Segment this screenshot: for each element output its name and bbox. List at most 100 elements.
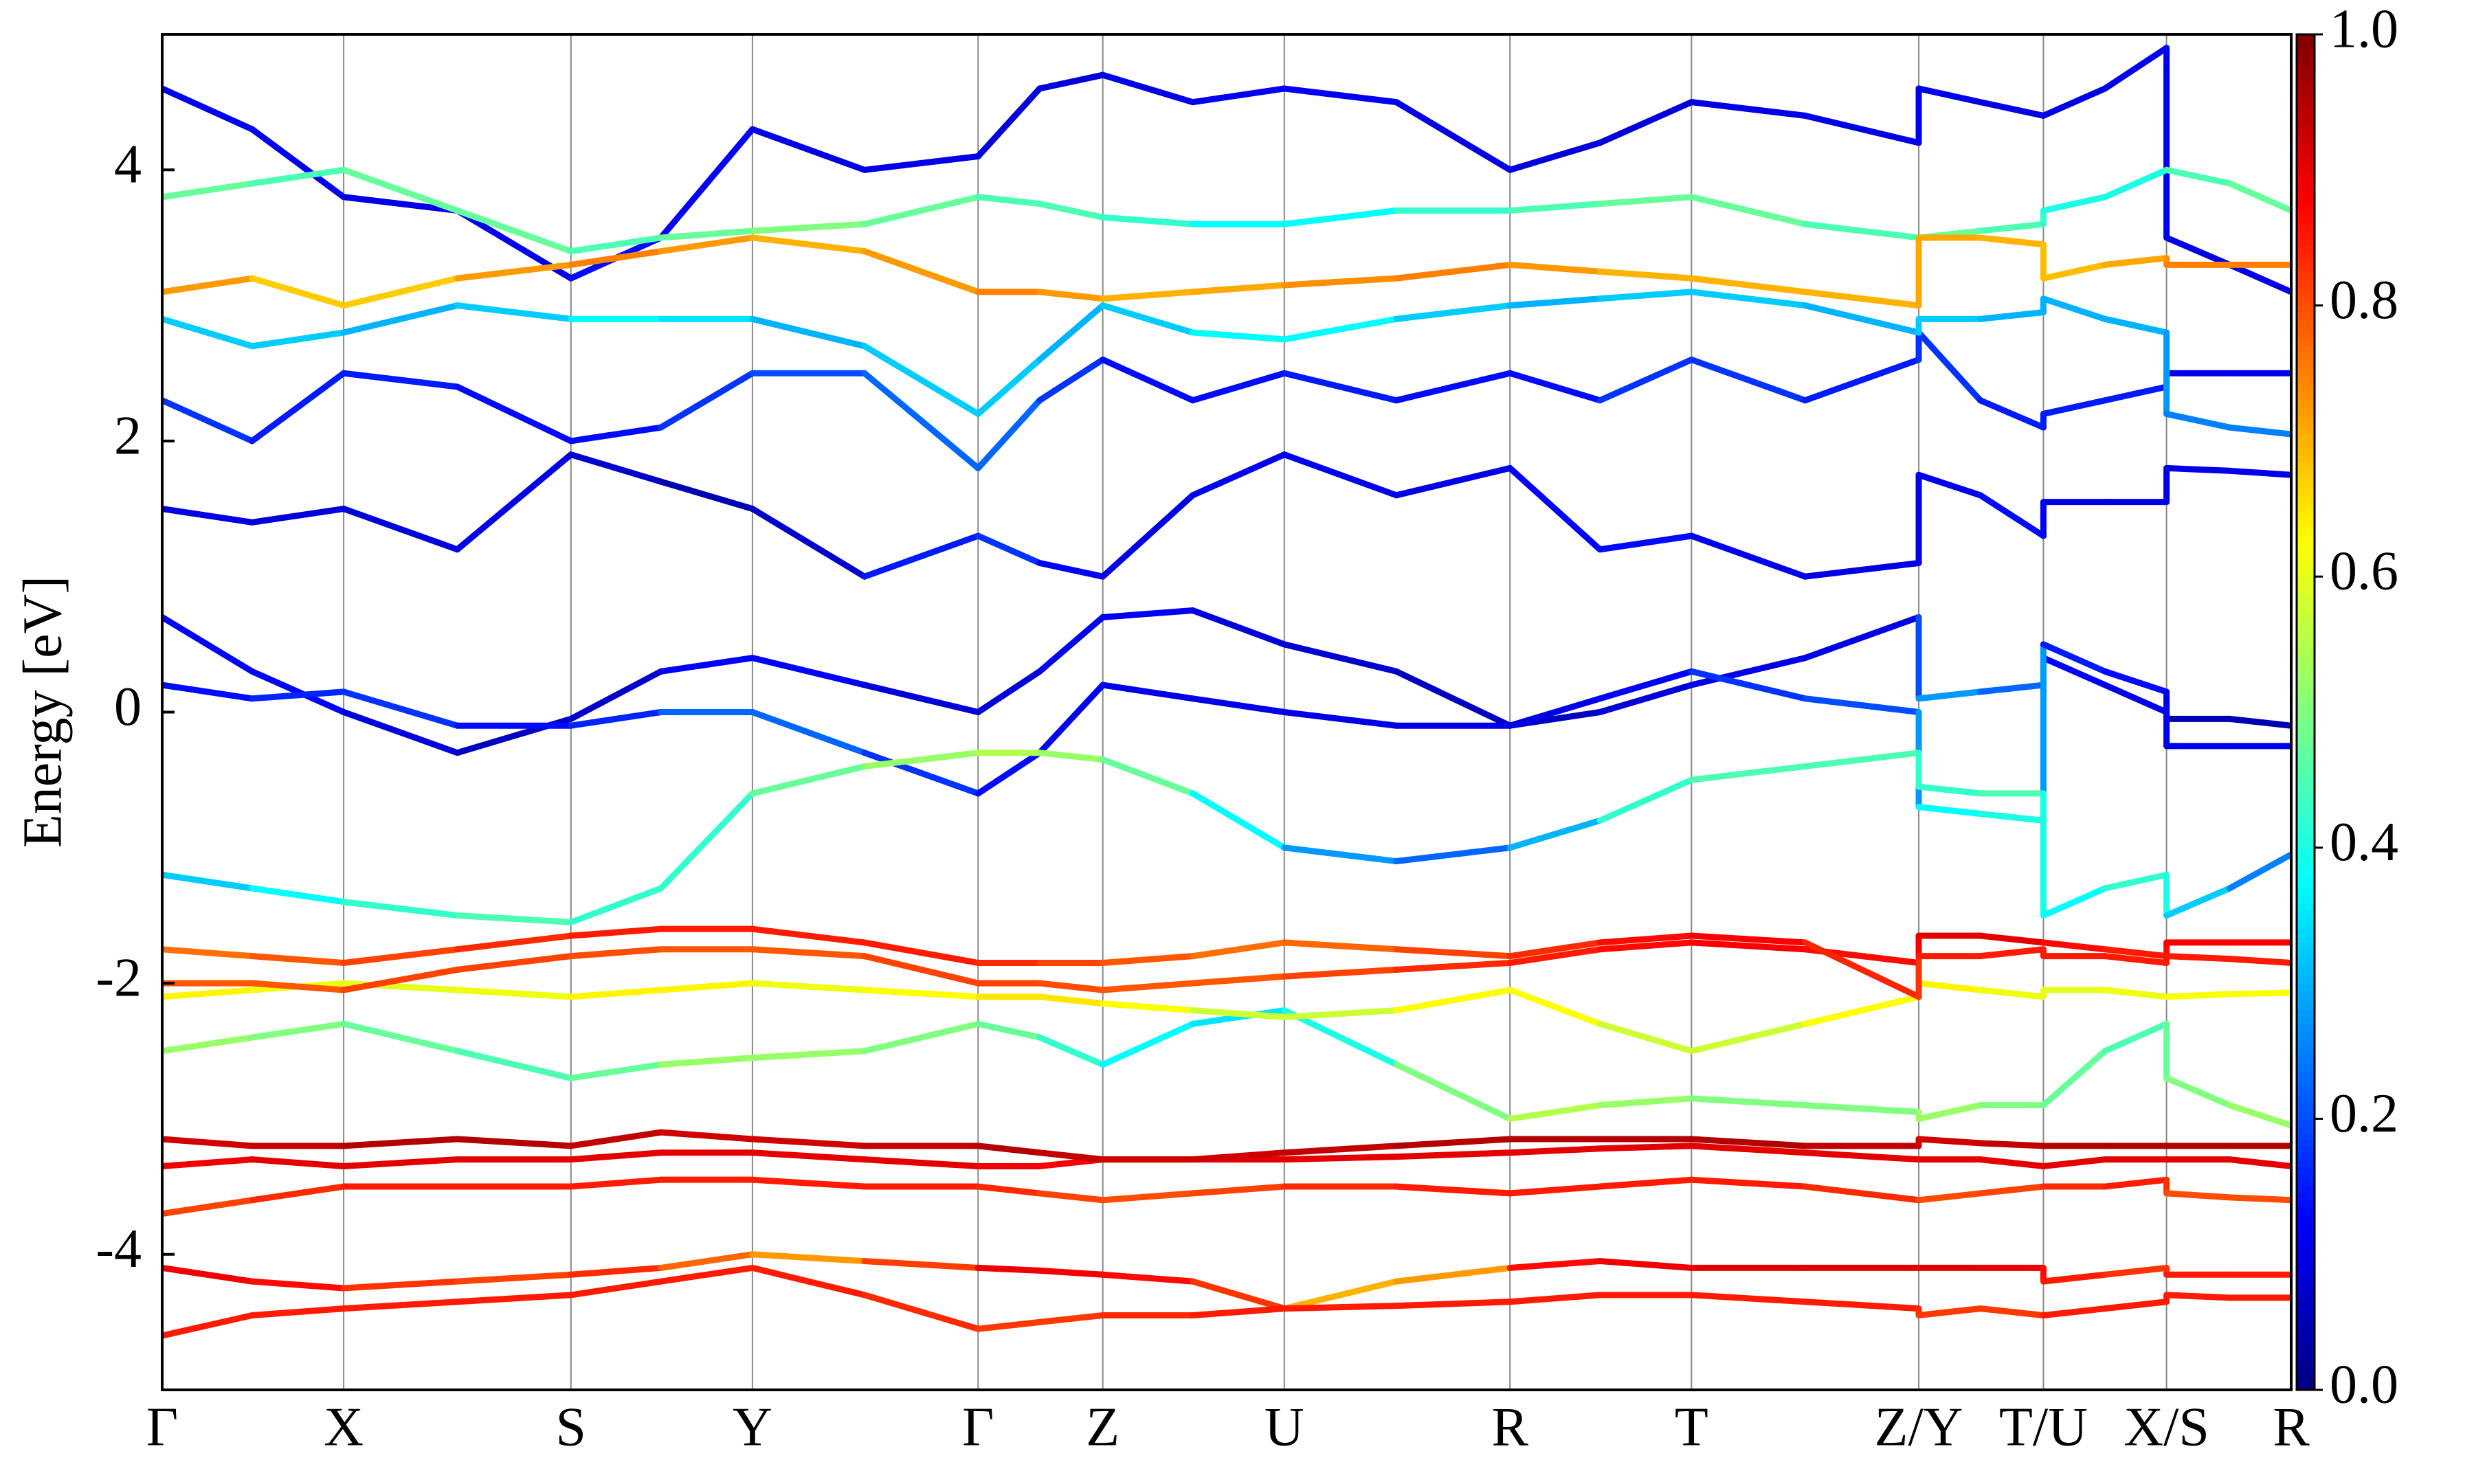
- colorbar-swatch: [2297, 163, 2315, 171]
- band-segment: [568, 668, 665, 722]
- band-segment: [1596, 1143, 1695, 1152]
- band-segment: [1036, 614, 1106, 675]
- colorbar-swatch: [2297, 610, 2315, 618]
- colorbar-swatch: [2297, 766, 2315, 774]
- band-segment: [162, 871, 256, 892]
- band-segment: [2102, 45, 2170, 92]
- y-tick-label: 0: [114, 677, 142, 737]
- colorbar-swatch: [2297, 440, 2315, 449]
- colorbar-swatch: [2297, 1125, 2315, 1134]
- colorbar-swatch: [2297, 1349, 2315, 1357]
- band-segment: [2102, 383, 2170, 404]
- band-segment: [340, 899, 460, 919]
- band-segment: [340, 506, 460, 553]
- colorbar-swatch: [2297, 156, 2315, 164]
- band-segment: [1100, 1000, 1196, 1014]
- colorbar-swatch: [2297, 759, 2315, 767]
- colorbar-swatch: [2297, 115, 2315, 124]
- colorbar-swatch: [2297, 149, 2315, 157]
- band-segment: [1281, 641, 1400, 675]
- band-segment: [2226, 1156, 2291, 1169]
- band-segment: [1506, 464, 1603, 553]
- band-segment: [340, 370, 460, 390]
- band-segment: [1506, 1292, 1603, 1305]
- band-segment: [749, 1048, 868, 1061]
- band-segment: [454, 1136, 575, 1149]
- colorbar-swatch: [2297, 888, 2315, 896]
- colorbar-swatch: [2297, 847, 2315, 855]
- colorbar-swatch: [2297, 359, 2315, 368]
- colorbar-swatch: [2297, 1071, 2315, 1079]
- band-segment: [1036, 71, 1106, 92]
- colorbar-swatch: [2297, 685, 2315, 693]
- band-segment: [2102, 953, 2170, 967]
- x-tick-label: Γ: [962, 1397, 994, 1457]
- band-segment: [454, 451, 575, 553]
- colorbar-swatch: [2297, 386, 2315, 394]
- band-segment: [2040, 261, 2108, 282]
- colorbar-swatch: [2297, 1010, 2315, 1018]
- band-segment: [1688, 932, 1809, 946]
- band-segment: [1393, 99, 1513, 173]
- band-segment: [1190, 790, 1288, 851]
- band-segment: [568, 1149, 665, 1163]
- band-segment: [568, 234, 665, 255]
- colorbar-swatch: [2297, 1098, 2315, 1106]
- colorbar-swatch: [2297, 1281, 2315, 1290]
- band-segment: [1506, 201, 1603, 214]
- band-segment: [749, 1176, 868, 1190]
- colorbar-swatch: [2297, 1138, 2315, 1147]
- x-tick-label: Γ: [146, 1397, 178, 1457]
- band-segment: [749, 1251, 868, 1265]
- band-segment: [1688, 275, 1809, 295]
- band-segment: [1688, 289, 1809, 309]
- colorbar-swatch: [2297, 705, 2315, 713]
- band-segment: [1393, 960, 1513, 973]
- band-segment: [1802, 1102, 1922, 1116]
- x-tick-label: U: [1264, 1397, 1304, 1457]
- band-segment: [1506, 1145, 1603, 1156]
- band-segment: [1596, 1258, 1695, 1271]
- band-segment: [658, 227, 756, 241]
- colorbar-swatch: [2297, 1193, 2315, 1201]
- band-segment: [1036, 201, 1106, 221]
- band-segment: [2226, 989, 2291, 998]
- band-segment: [2102, 1298, 2170, 1312]
- band-segment: [2040, 1048, 2108, 1109]
- y-tick-label: 4: [114, 135, 142, 195]
- band-segment: [1036, 1034, 1106, 1068]
- band-segment: [2040, 194, 2108, 214]
- x-tick-label: T: [1675, 1397, 1708, 1457]
- band-segment: [1100, 1190, 1196, 1204]
- band-segment: [1915, 980, 1984, 993]
- band-segment: [749, 655, 868, 688]
- colorbar-swatch: [2297, 319, 2315, 327]
- band-segment: [1281, 939, 1400, 953]
- band-segment: [1977, 1156, 2047, 1169]
- band-segment: [2226, 851, 2291, 892]
- colorbar-swatch: [2297, 1206, 2315, 1215]
- band-segment: [1506, 817, 1603, 851]
- band-segment: [1802, 1149, 1922, 1163]
- band-segment: [1802, 993, 1922, 1027]
- band-segment: [658, 1264, 756, 1285]
- band-segment: [1506, 695, 1603, 729]
- band-segment: [1977, 221, 2047, 234]
- colorbar-swatch: [2297, 576, 2315, 585]
- colorbar-swatch: [2297, 1234, 2315, 1241]
- colorbar-swatch: [2297, 34, 2315, 42]
- band-segment: [1688, 939, 1809, 953]
- band-segment: [2163, 1190, 2233, 1201]
- band-segment: [861, 194, 981, 227]
- colorbar-swatch: [2297, 664, 2315, 673]
- band-segment: [340, 1298, 460, 1312]
- band-segment: [162, 85, 256, 133]
- colorbar-swatch: [2297, 895, 2315, 903]
- band-segment: [162, 1197, 256, 1217]
- band-segment: [2163, 1292, 2233, 1301]
- band-segment: [2163, 953, 2233, 963]
- band-segment: [749, 506, 868, 580]
- colorbar-swatch: [2297, 278, 2315, 286]
- band-segment: [1596, 532, 1695, 553]
- band-segment: [861, 750, 981, 769]
